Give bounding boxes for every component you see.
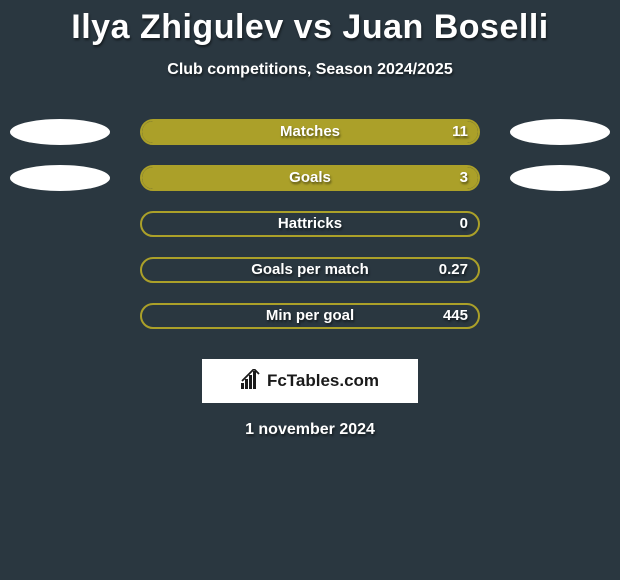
stat-bar: Hattricks0	[140, 211, 480, 237]
stat-label: Min per goal	[142, 307, 478, 324]
stat-bar: Goals per match0.27	[140, 257, 480, 283]
stat-label: Hattricks	[142, 215, 478, 232]
page-subtitle: Club competitions, Season 2024/2025	[0, 61, 620, 79]
stat-value: 0	[460, 215, 468, 232]
player-left-ellipse	[10, 119, 110, 145]
brand-box: FcTables.com	[202, 359, 418, 403]
stat-label: Goals per match	[142, 261, 478, 278]
stat-row: Goals per match0.27	[0, 257, 620, 303]
page-title: Ilya Zhigulev vs Juan Boselli	[0, 0, 620, 47]
stat-value: 3	[460, 169, 468, 186]
stat-row: Goals3	[0, 165, 620, 211]
player-right-ellipse	[510, 165, 610, 191]
stat-row: Min per goal445	[0, 303, 620, 349]
stat-bar: Matches11	[140, 119, 480, 145]
stat-value: 0.27	[439, 261, 468, 278]
stat-bar: Min per goal445	[140, 303, 480, 329]
date-text: 1 november 2024	[0, 421, 620, 439]
stat-value: 11	[452, 123, 468, 140]
stat-label: Matches	[142, 123, 478, 140]
stat-row: Matches11	[0, 119, 620, 165]
player-right-ellipse	[510, 119, 610, 145]
stats-container: Matches11 Goals3 Hattricks0 Goals per match…	[0, 119, 620, 349]
stat-bar: Goals3	[140, 165, 480, 191]
player-left-ellipse	[10, 165, 110, 191]
stat-label: Goals	[142, 169, 478, 186]
stat-row: Hattricks0	[0, 211, 620, 257]
brand-chart-icon	[241, 369, 263, 394]
stat-value: 445	[443, 307, 468, 324]
brand-text: FcTables.com	[267, 371, 379, 391]
brand-inner: FcTables.com	[241, 369, 379, 394]
